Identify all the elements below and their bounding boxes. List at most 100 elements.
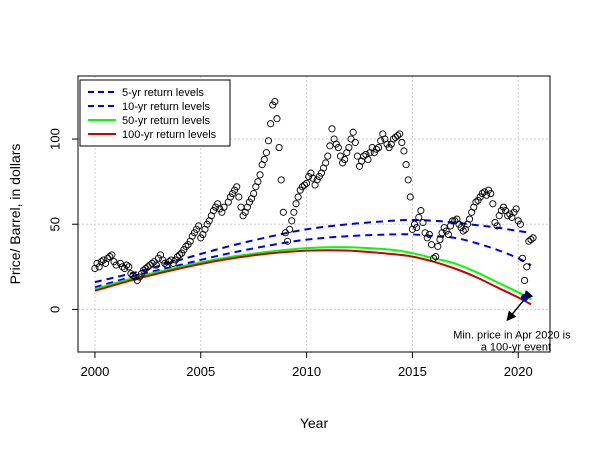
data-point xyxy=(347,135,355,143)
data-point xyxy=(264,137,273,145)
data-point xyxy=(375,144,383,152)
data-point xyxy=(106,253,114,261)
data-point xyxy=(326,142,334,150)
data-point xyxy=(129,271,137,279)
data-point xyxy=(281,229,289,237)
data-point xyxy=(434,242,442,250)
data-point xyxy=(125,263,133,271)
data-point xyxy=(529,234,537,242)
data-point xyxy=(466,215,474,223)
data-point xyxy=(161,259,169,267)
data-point xyxy=(459,227,467,235)
data-point xyxy=(336,152,345,160)
data-point xyxy=(364,155,372,164)
data-point xyxy=(449,217,457,225)
data-point xyxy=(391,133,400,141)
y-tick-label: 100 xyxy=(47,128,62,150)
annotation-group: Min. price in Apr 2020 isa 100-yr event xyxy=(453,290,571,353)
annotation-text: a 100-yr event xyxy=(481,341,551,353)
data-point xyxy=(398,138,406,146)
data-point xyxy=(413,224,421,232)
data-point xyxy=(195,222,203,230)
data-point xyxy=(267,120,275,128)
data-point xyxy=(334,144,342,152)
data-point xyxy=(290,208,298,216)
data-point xyxy=(233,183,241,191)
data-point xyxy=(273,115,281,123)
data-point xyxy=(176,251,184,259)
y-tick-label: 0 xyxy=(47,306,62,313)
data-point xyxy=(427,241,436,249)
x-tick-label: 2015 xyxy=(398,364,427,379)
data-point xyxy=(288,217,296,225)
x-axis-label: Year xyxy=(300,415,329,431)
data-point xyxy=(322,159,330,167)
x-tick-label: 2010 xyxy=(292,364,321,379)
data-point xyxy=(516,220,524,228)
data-point xyxy=(173,253,182,261)
data-point xyxy=(303,179,311,187)
legend-label: 100-yr return levels xyxy=(122,129,217,141)
annotation-text: Min. price in Apr 2020 is xyxy=(453,329,571,341)
data-point xyxy=(260,155,268,164)
data-point xyxy=(108,251,116,259)
data-point xyxy=(275,144,283,152)
data-point xyxy=(97,258,105,266)
data-point xyxy=(394,132,402,140)
data-point xyxy=(250,190,258,198)
data-point xyxy=(521,276,529,284)
data-point xyxy=(417,207,425,215)
data-point xyxy=(432,253,440,261)
data-point xyxy=(487,190,495,198)
data-point xyxy=(493,222,501,230)
data-point xyxy=(518,254,527,262)
series-line-50-yr-return-levels xyxy=(94,246,532,301)
data-point xyxy=(402,161,410,169)
data-point xyxy=(512,205,520,213)
data-point xyxy=(504,212,512,220)
data-point xyxy=(415,213,423,221)
data-point xyxy=(396,130,404,138)
data-point xyxy=(235,193,243,201)
data-point xyxy=(254,178,262,186)
series-line-10-yr-return-levels xyxy=(94,233,532,289)
annotation-arrow xyxy=(506,290,534,322)
price-points xyxy=(91,98,537,284)
y-tick-label: 50 xyxy=(47,217,62,231)
data-point xyxy=(328,125,336,133)
data-point xyxy=(292,200,300,208)
data-point xyxy=(300,181,309,189)
data-point xyxy=(256,171,264,179)
data-point xyxy=(271,98,279,106)
data-point xyxy=(406,193,414,201)
series-line-100-yr-return-levels xyxy=(94,249,532,306)
data-point xyxy=(419,218,427,227)
data-point xyxy=(360,152,368,160)
data-point xyxy=(425,230,433,238)
y-axis: 0 50 100 xyxy=(47,128,79,313)
data-point xyxy=(349,128,357,136)
data-point xyxy=(430,254,438,262)
data-point xyxy=(298,183,306,191)
legend: 5-yr return levels 10-yr return levels 50-… xyxy=(79,79,231,147)
x-tick-label: 2005 xyxy=(186,364,215,379)
x-axis: 2000 2005 2010 2015 2020 xyxy=(80,351,533,379)
data-point xyxy=(152,261,160,269)
data-point xyxy=(372,145,380,153)
data-point xyxy=(165,258,173,266)
data-point xyxy=(294,193,302,201)
data-point xyxy=(523,263,531,271)
data-point xyxy=(324,152,332,160)
data-point xyxy=(489,200,497,208)
data-point xyxy=(144,263,152,271)
legend-label: 10-yr return levels xyxy=(122,101,211,113)
data-point xyxy=(351,138,359,146)
data-point xyxy=(140,266,148,274)
data-point xyxy=(262,149,270,157)
data-point xyxy=(527,236,535,244)
data-point xyxy=(345,144,353,152)
data-point xyxy=(309,174,317,182)
data-point xyxy=(451,217,459,225)
data-point xyxy=(104,254,112,262)
